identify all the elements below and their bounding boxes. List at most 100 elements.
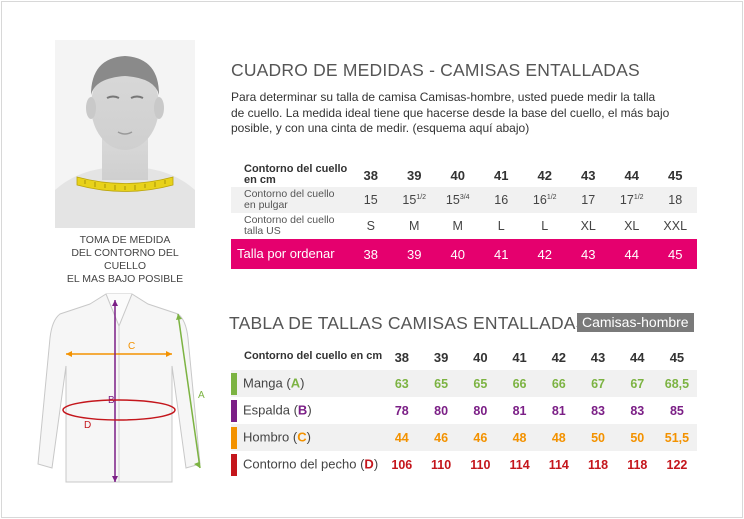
caption-line-1: TOMA DE MEDIDA: [79, 234, 171, 246]
us-cell: XXL: [663, 219, 688, 233]
size-table-title: TABLA DE TALLAS CAMISAS ENTALLADAS: [229, 313, 588, 333]
size-cell: 42: [537, 167, 552, 183]
body-size-table: Contorno del cuello en cm 38 39 40 41 42…: [231, 344, 697, 478]
inch-cell: 171/2: [610, 187, 654, 213]
value-cell: 83: [591, 403, 605, 418]
shirt-illustration: C B D A: [37, 293, 205, 483]
size-cell: 41: [512, 349, 527, 365]
order-cell: 41: [479, 239, 523, 269]
color-marker: [231, 453, 237, 476]
order-cell: 43: [566, 239, 610, 269]
size-cell: 40: [473, 349, 488, 365]
value-cell: 85: [669, 403, 684, 418]
inch-cell: 17: [566, 187, 610, 213]
order-cell: 40: [436, 239, 480, 269]
inch-label: Contorno del cuello en pulgar: [231, 187, 349, 213]
value-cell: 122: [666, 457, 688, 472]
inch-cell: 15: [349, 187, 393, 213]
order-cell: 44: [610, 239, 654, 269]
value-cell: 66: [499, 370, 540, 397]
inch-cell: 151/2: [392, 187, 436, 213]
size-cell: 44: [624, 167, 639, 183]
inch-row: Contorno del cuello en pulgar 15 151/2 1…: [231, 187, 697, 213]
us-cell: XL: [624, 219, 640, 233]
order-cell: 45: [653, 239, 697, 269]
value-cell: 48: [539, 424, 579, 451]
value-cell: 78: [394, 403, 409, 418]
value-cell: 80: [473, 403, 488, 418]
body-header-label: Contorno del cuello en cm: [244, 350, 383, 363]
size-cell: 43: [581, 167, 596, 183]
value-cell: 80: [434, 403, 449, 418]
value-cell: 68,5: [656, 370, 697, 397]
size-cell: 38: [394, 349, 410, 365]
value-cell: 67: [578, 370, 618, 397]
value-cell: 51,5: [656, 424, 697, 451]
value-cell: 50: [617, 424, 657, 451]
row-label-pecho: Contorno del pecho (D): [231, 451, 382, 478]
value-cell: 83: [630, 403, 645, 418]
caption-line-3: EL MAS BAJO POSIBLE: [66, 273, 184, 285]
color-marker: [231, 372, 237, 395]
value-cell: 65: [460, 370, 500, 397]
value-cell: 46: [460, 424, 500, 451]
row-manga: Manga (A) 63 65 65 66 66 67 67 68,5: [231, 370, 697, 397]
inch-cell: 16: [479, 187, 523, 213]
row-hombro: Hombro (C) 44 46 46 48 48 50 50 51,5: [231, 424, 697, 451]
neck-size-table: Contorno del cuello en cm 38 39 40 41 42…: [231, 163, 697, 269]
color-marker: [231, 399, 237, 422]
order-cell: 38: [349, 239, 393, 269]
size-cell: 42: [551, 349, 567, 365]
us-cell: S: [366, 219, 375, 233]
us-label: Contorno del cuello talla US: [244, 213, 335, 237]
us-cell: L: [497, 219, 505, 233]
us-cell: XL: [580, 219, 596, 233]
value-cell: 110: [431, 457, 452, 472]
value-cell: 65: [421, 370, 461, 397]
us-row: Contorno del cuello talla US S M M L L X…: [231, 213, 697, 239]
value-cell: 44: [382, 424, 422, 451]
size-cell: 39: [433, 349, 449, 365]
value-cell: 110: [470, 457, 491, 472]
neck-header-label: Contorno del cuello en cm: [244, 162, 348, 186]
neck-header-row: Contorno del cuello en cm 38 39 40 41 42…: [231, 163, 697, 187]
row-label-manga: Manga (A): [231, 370, 383, 397]
value-cell: 114: [548, 457, 569, 472]
caption-line-2: DEL CONTORNO DEL CUELLO: [71, 247, 179, 272]
label-d: D: [84, 420, 91, 431]
us-cell: M: [409, 219, 420, 233]
row-label-hombro: Hombro (C): [231, 424, 383, 451]
value-cell: 81: [551, 403, 566, 418]
row-pecho: Contorno del pecho (D) 106 110 110 114 1…: [231, 451, 697, 478]
order-cell: 39: [392, 239, 436, 269]
size-cell: 39: [407, 167, 422, 183]
value-cell: 81: [512, 403, 527, 418]
brand-badge: Camisas-hombre: [577, 313, 694, 332]
value-cell: 67: [617, 370, 657, 397]
size-cell: 38: [363, 167, 378, 183]
value-cell: 46: [421, 424, 461, 451]
row-label-espalda: Espalda (B): [231, 397, 382, 424]
value-cell: 118: [587, 457, 609, 472]
inch-cell: 153/4: [436, 187, 480, 213]
value-cell: 106: [391, 457, 413, 472]
order-label: Talla por ordenar: [231, 239, 349, 269]
size-chart-title: CUADRO DE MEDIDAS - CAMISAS ENTALLADAS: [231, 60, 640, 80]
size-cell: 40: [450, 167, 465, 183]
row-espalda: Espalda (B) 78 80 80 81 81 83 83 85: [231, 397, 697, 424]
us-cell: L: [541, 219, 549, 233]
us-cell: M: [452, 219, 463, 233]
measure-d: D: [62, 399, 176, 431]
body-header-row: Contorno del cuello en cm 38 39 40 41 42…: [231, 344, 697, 370]
color-marker: [231, 426, 237, 449]
value-cell: 50: [578, 424, 618, 451]
intro-text: Para determinar su talla de camisa Camis…: [231, 90, 670, 135]
measure-a: A: [176, 313, 205, 469]
size-cell: 43: [590, 349, 606, 365]
order-cell: 42: [523, 239, 567, 269]
label-c: C: [128, 341, 135, 352]
label-a: A: [198, 390, 205, 401]
size-cell: 44: [630, 349, 645, 365]
value-cell: 118: [627, 457, 648, 472]
